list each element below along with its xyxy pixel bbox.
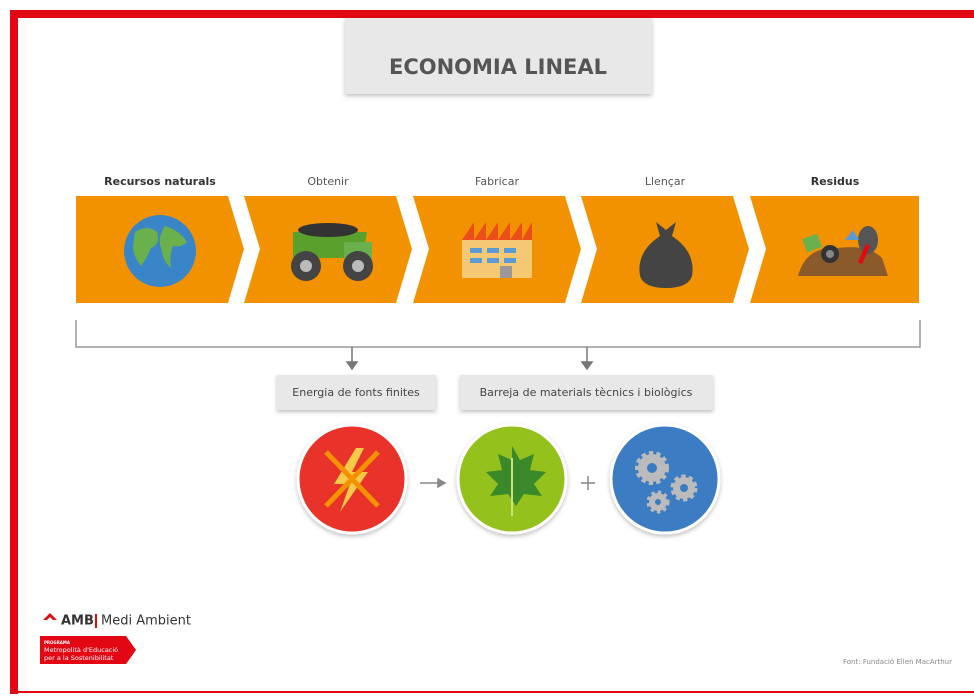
right-arrow bbox=[420, 479, 445, 487]
logo-divider bbox=[95, 614, 97, 628]
logo: AMB bbox=[61, 614, 94, 629]
down-arrows bbox=[347, 347, 592, 369]
step-label: Obtenir bbox=[307, 175, 349, 188]
title: ECONOMIA LINEAL bbox=[389, 55, 607, 79]
step-label: Llençar bbox=[645, 175, 686, 188]
frame-left bbox=[10, 10, 18, 694]
program-tag: PROGRAMA bbox=[44, 640, 71, 645]
step-label: Residus bbox=[811, 175, 860, 188]
step-label: Recursos naturals bbox=[104, 175, 216, 188]
page: ECONOMIA LINEAL Recursos naturals Obteni… bbox=[0, 0, 974, 697]
logo-mark bbox=[43, 613, 57, 620]
factory-icon bbox=[462, 222, 532, 278]
logo-text: Medi Ambient bbox=[101, 614, 191, 629]
info-box-label: Barreja de materials tècnics i biològics bbox=[480, 386, 693, 399]
frame-top bbox=[10, 10, 974, 18]
bracket bbox=[76, 320, 920, 347]
program-line: Metropolità d'Educació bbox=[44, 646, 118, 654]
source: Font: Fundació Ellen MacArthur bbox=[843, 658, 952, 666]
program-line: per a la Sostenibilitat bbox=[44, 654, 114, 662]
step-label: Fabricar bbox=[475, 175, 519, 188]
energy-circle bbox=[298, 425, 406, 533]
plus bbox=[581, 476, 595, 490]
globe-icon bbox=[124, 215, 196, 287]
info-box-label: Energia de fonts finites bbox=[292, 386, 420, 399]
gears-circle bbox=[611, 425, 719, 533]
leaf-circle bbox=[458, 425, 566, 533]
frame-bottom bbox=[10, 691, 974, 693]
